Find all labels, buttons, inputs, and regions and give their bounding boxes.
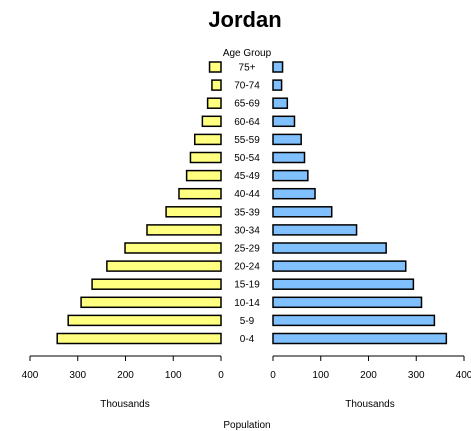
bar-left-20-24 <box>106 260 222 272</box>
bar-right-25-29 <box>272 242 387 254</box>
right-tick-label: 100 <box>312 370 329 381</box>
bar-right-60-64 <box>272 115 296 128</box>
bar-right-10-14 <box>272 296 423 309</box>
chart-title: Jordan <box>208 7 281 32</box>
age-group-label: 15-19 <box>234 280 260 291</box>
bar-left-55-59 <box>193 133 222 146</box>
bar-left-60-64 <box>201 115 222 128</box>
age-group-label: 40-44 <box>234 189 260 200</box>
left-tick-label: 200 <box>117 370 134 381</box>
age-group-label: 5-9 <box>240 316 255 327</box>
age-group-label: 30-34 <box>234 225 260 236</box>
bar-left-15-19 <box>91 278 222 290</box>
bar-right-15-19 <box>272 278 415 290</box>
age-group-label: 60-64 <box>234 117 260 128</box>
bar-right-55-59 <box>272 133 302 146</box>
center-label: Age Group <box>223 48 272 59</box>
bar-right-70-74 <box>272 79 283 91</box>
bar-right-35-39 <box>272 206 333 218</box>
left-axis: 400 300 200 100 0 <box>22 355 224 381</box>
bar-left-25-29 <box>124 242 222 254</box>
right-axis: 0 100 200 300 400 <box>270 355 471 381</box>
age-group-label: 65-69 <box>234 99 260 110</box>
bar-left-0-4 <box>56 332 222 345</box>
right-tick-label: 200 <box>360 370 377 381</box>
bar-left-30-34 <box>146 224 222 236</box>
right-tick-label: 400 <box>456 370 471 381</box>
left-tick-label: 400 <box>22 370 39 381</box>
age-group-label: 10-14 <box>234 298 260 309</box>
age-group-label: 55-59 <box>234 135 260 146</box>
age-group-label: 75+ <box>239 63 256 74</box>
bar-right-65-69 <box>272 97 289 109</box>
bar-left-75+ <box>208 61 222 73</box>
bar-left-70-74 <box>211 79 222 91</box>
age-group-label: 35-39 <box>234 207 260 218</box>
bar-right-5-9 <box>272 314 436 327</box>
bar-left-65-69 <box>206 97 222 109</box>
age-group-label: 20-24 <box>234 262 260 273</box>
right-tick-label: 300 <box>408 370 425 381</box>
left-tick-label: 100 <box>165 370 182 381</box>
age-group-label: 25-29 <box>234 244 260 255</box>
bar-left-40-44 <box>178 187 222 200</box>
bar-left-5-9 <box>67 314 222 327</box>
bar-left-45-49 <box>185 169 222 182</box>
right-axis-label: Thousands <box>345 399 394 410</box>
bar-right-50-54 <box>272 151 306 164</box>
left-tick-label: 0 <box>218 370 224 381</box>
age-group-label: 70-74 <box>234 81 260 92</box>
bar-right-0-4 <box>272 332 448 345</box>
bar-right-75+ <box>272 61 284 73</box>
bar-left-50-54 <box>189 151 222 164</box>
age-group-label: 0-4 <box>240 334 255 345</box>
left-bars <box>56 61 222 345</box>
bar-right-20-24 <box>272 260 407 272</box>
bar-left-35-39 <box>165 206 222 218</box>
age-group-label: 45-49 <box>234 171 260 182</box>
bar-right-40-44 <box>272 187 316 200</box>
right-tick-label: 0 <box>270 370 276 381</box>
age-group-label: 50-54 <box>234 153 260 164</box>
bar-right-45-49 <box>272 169 309 182</box>
right-bars <box>272 61 448 345</box>
bar-right-30-34 <box>272 224 358 236</box>
left-tick-label: 300 <box>69 370 86 381</box>
left-axis-label: Thousands <box>100 399 149 410</box>
x-axis-title: Population <box>223 420 270 431</box>
bar-left-10-14 <box>80 296 222 309</box>
age-group-labels: 0-4 5-9 10-14 15-19 20-24 25-29 30-34 35-39 40-4… <box>234 63 260 346</box>
